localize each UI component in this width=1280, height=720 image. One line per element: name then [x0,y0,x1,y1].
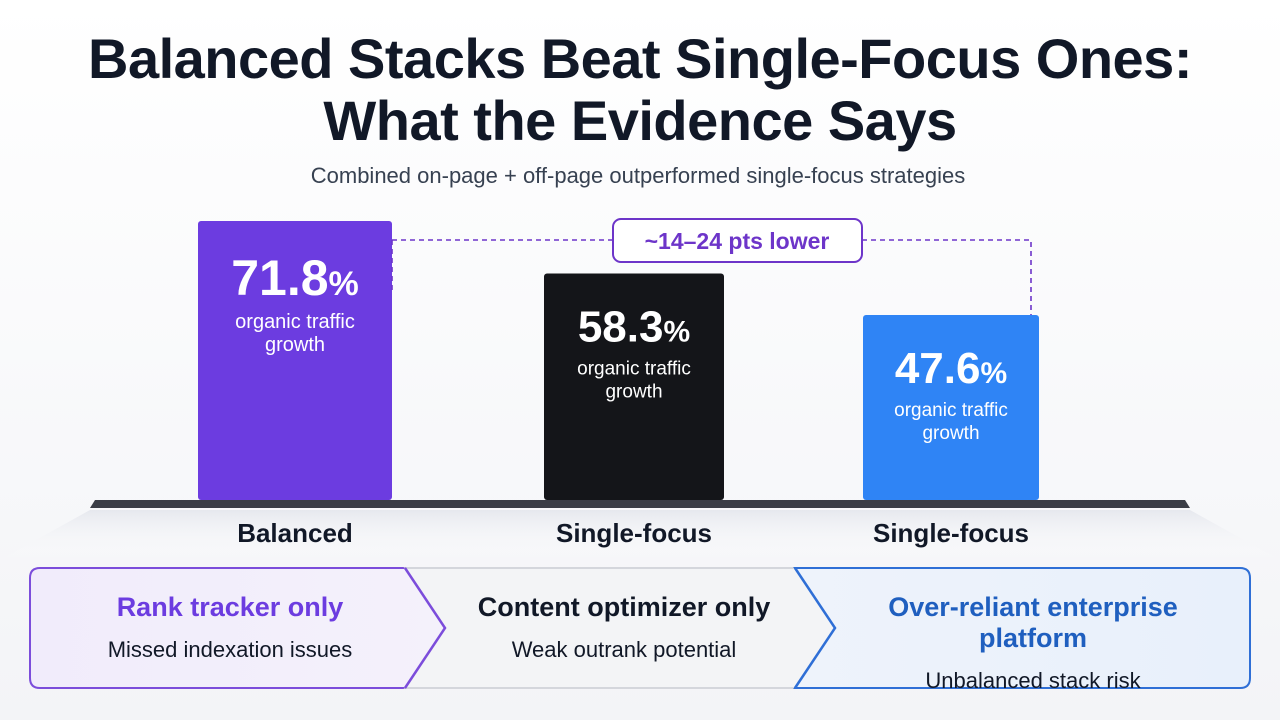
chart-subtitle: Combined on-page + off-page outperformed… [310,163,966,188]
category-label-single-focus-2: Single-focus [872,518,1029,548]
bar-2 [863,315,1039,500]
panel-title-content-optimizer: Content optimizer only [477,592,771,622]
panel-content-optimizer: Content optimizer only Weak outrank pote… [434,592,814,663]
annotation-label: ~14–24 pts lower [645,228,830,254]
panel-subtitle-rank-tracker: Missed indexation issues [107,637,353,662]
bar-caption-line1-2: organic traffic [894,400,1008,421]
bar-caption-line1-0: organic traffic [235,311,355,333]
baseline [90,500,1190,508]
bar-value-label-2: 47.6% [895,344,1007,393]
category-labels: Balanced Single-focus Single-focus [0,518,1280,554]
panel-title-rank-tracker: Rank tracker only [116,592,344,622]
chart-title-line-2: What the Evidence Says [323,89,957,152]
category-label-balanced: Balanced [237,518,353,548]
category-label-single-focus-1: Single-focus [555,518,712,548]
bar-value-label-0: 71.8% [231,250,359,306]
chevron-divider-1 [403,567,447,689]
panel-title-enterprise-platform: Over-reliant enterprise platform [888,592,1178,653]
panel-rank-tracker: Rank tracker only Missed indexation issu… [40,592,420,663]
bar-0 [198,221,392,500]
bar-caption-line2-1: growth [605,381,662,402]
annotation-group: ~14–24 pts lower [391,218,1032,316]
panel-subtitle-enterprise-platform: Unbalanced stack risk [925,668,1141,693]
annotation-box [612,218,863,263]
bar-1 [544,273,724,500]
panel-enterprise-platform: Over-reliant enterprise platform Unbalan… [833,592,1233,694]
annotation-line-right [862,239,1032,316]
chart-title-line-1: Balanced Stacks Beat Single-Focus Ones: [88,27,1192,90]
chart-title: Balanced Stacks Beat Single-Focus Ones: … [0,28,1280,152]
chevron-divider-2 [793,567,837,689]
panel-bg-rank-tracker [29,567,447,689]
baseline-shelf [0,510,1280,560]
bar-caption-line2-2: growth [922,423,979,444]
bar-caption-line1-1: organic traffic [577,358,691,379]
panel-bg-enterprise-platform [793,567,1251,689]
bar-value-label-1: 58.3% [578,302,690,351]
panel-subtitle-content-optimizer: Weak outrank potential [511,637,737,662]
bar-caption-line2-0: growth [265,334,325,356]
